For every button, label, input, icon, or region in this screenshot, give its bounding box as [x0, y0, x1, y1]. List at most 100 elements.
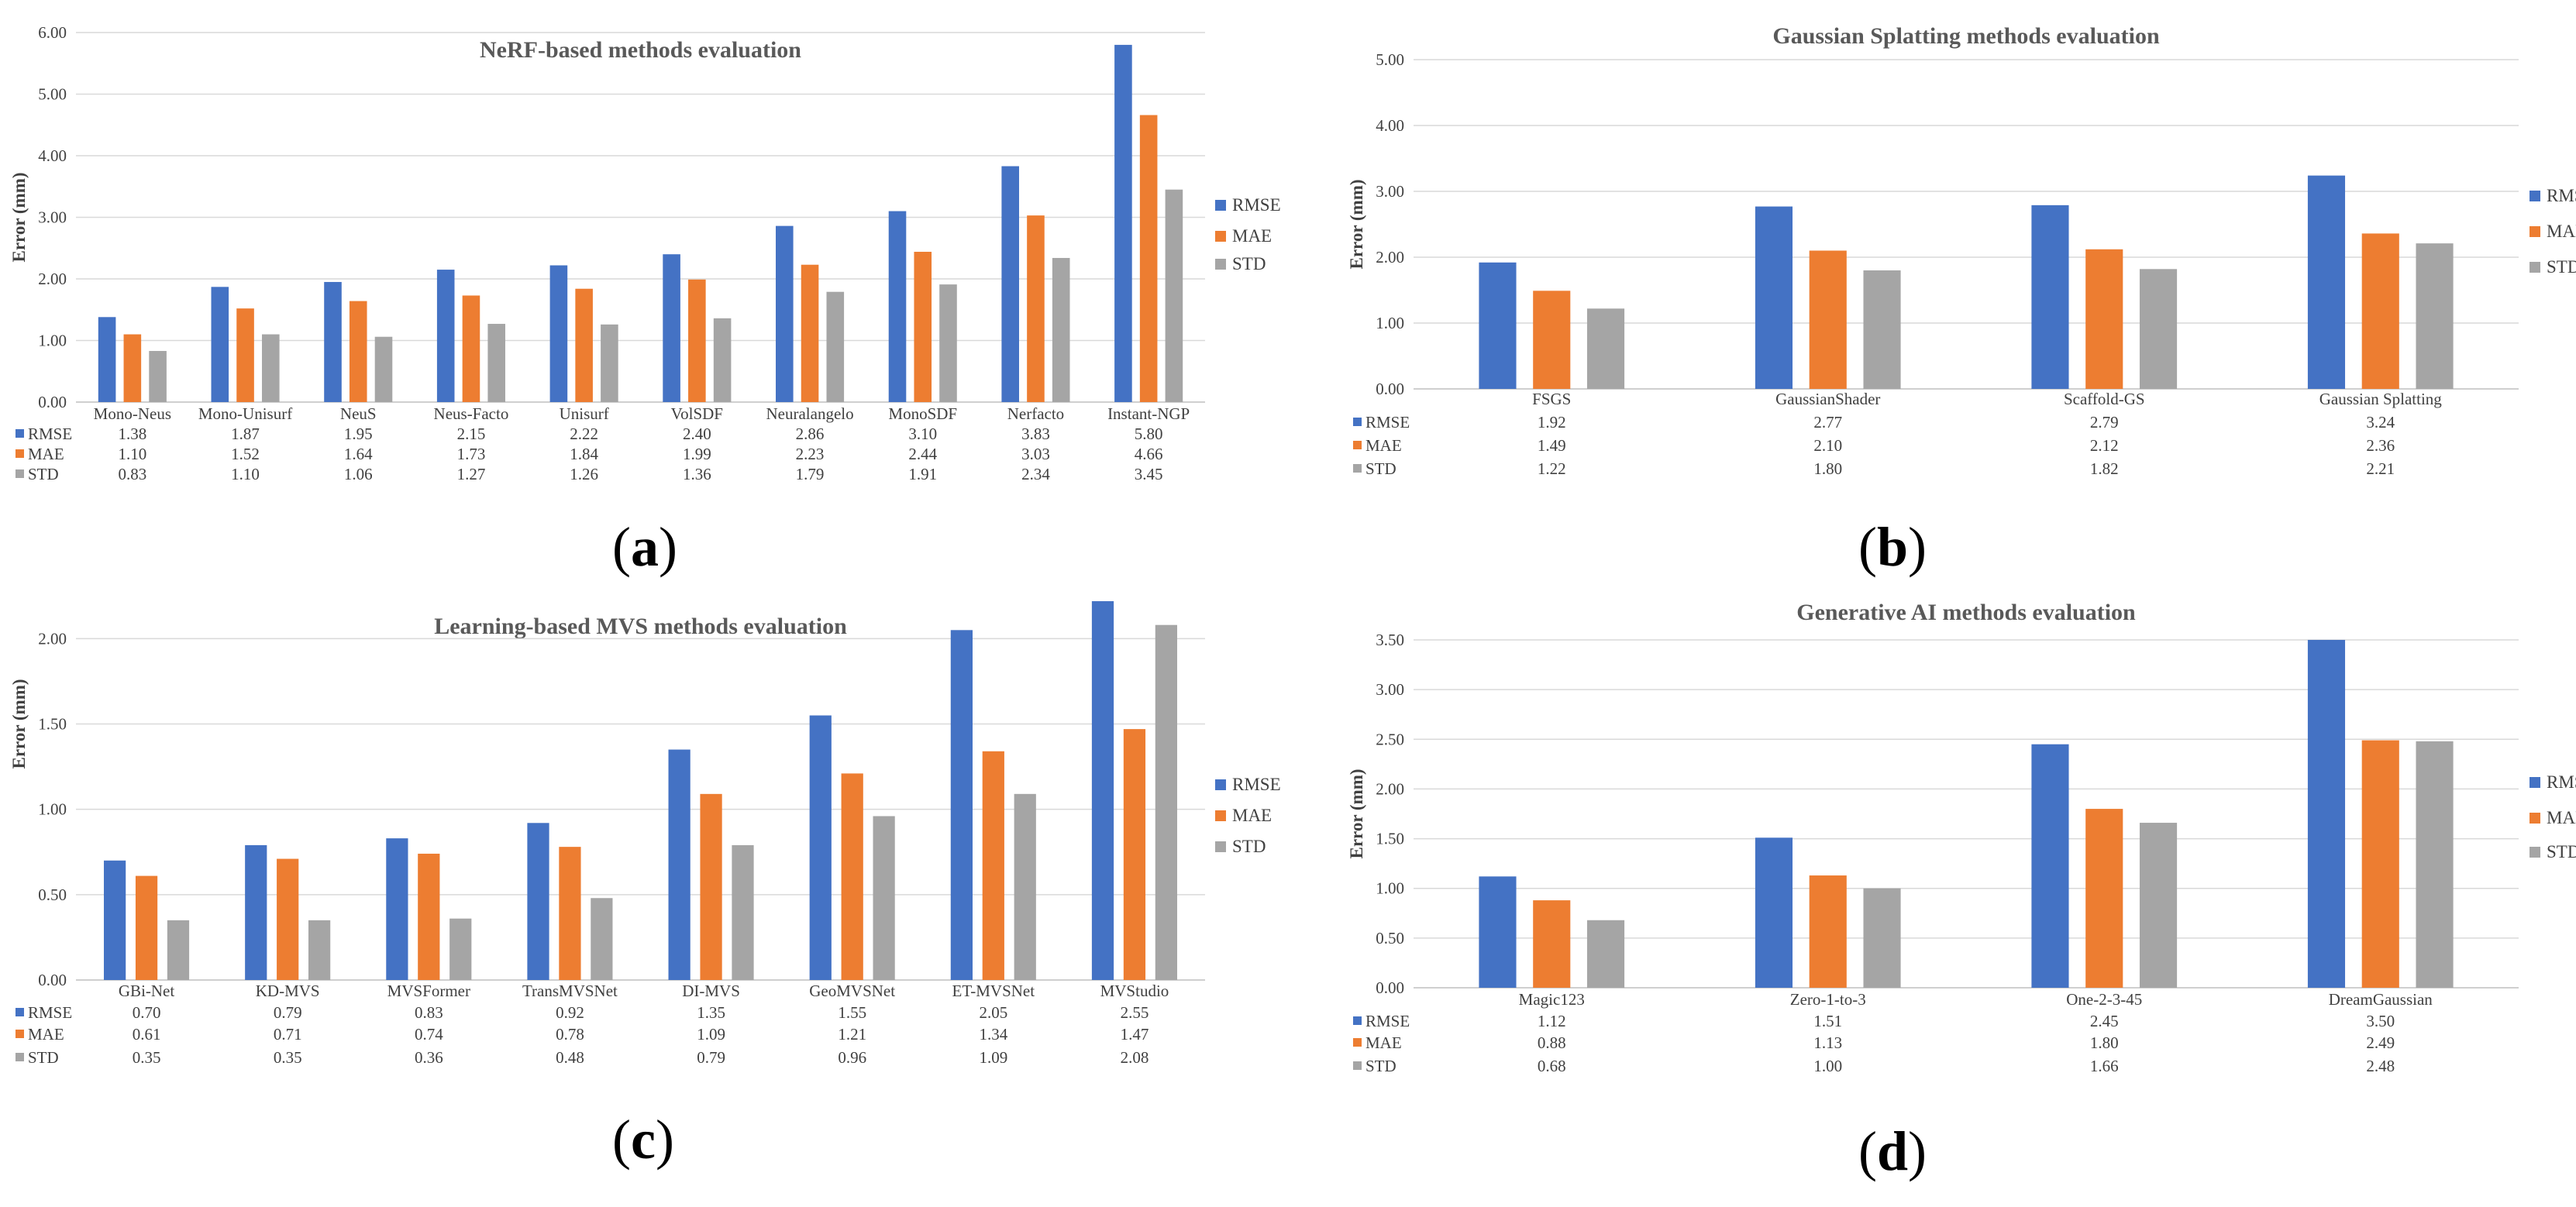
table-value-mae: 1.10: [118, 445, 146, 463]
legend-swatch-rmse: [1215, 779, 1226, 790]
legend-label: STD: [2547, 257, 2576, 277]
bar-mae: [1809, 250, 1847, 389]
bar-mae: [2085, 809, 2123, 988]
y-tick-label: 3.00: [1376, 182, 1404, 201]
table-key-mae: [15, 1030, 24, 1038]
bar-mae: [700, 793, 722, 980]
legend-swatch-std: [1215, 841, 1226, 852]
table-value-mae: 1.52: [231, 445, 260, 463]
table-key-mae: [15, 449, 24, 458]
bar-rmse: [2307, 640, 2346, 988]
table-row-header: MAE: [1365, 1033, 1402, 1052]
legend-swatch-mae: [1215, 231, 1226, 242]
bar-rmse: [663, 254, 680, 402]
category-label: ET-MVSNet: [952, 982, 1035, 1000]
panel-label-c: (c): [612, 1109, 674, 1171]
bar-mae: [1533, 291, 1571, 389]
table-value-mae: 1.99: [683, 445, 711, 463]
bar-rmse: [1114, 44, 1132, 403]
chart-panel-c: Learning-based MVS methods evaluation 0.0…: [0, 459, 1286, 1203]
bar-std: [2416, 741, 2454, 988]
table-row-header: MAE: [1365, 436, 1402, 455]
table-value-rmse: 2.45: [2090, 1012, 2119, 1030]
table-value-std: 1.80: [1813, 459, 1842, 478]
table-value-std: 1.36: [683, 465, 711, 483]
panel-label-d: (d): [1858, 1120, 1927, 1182]
bar-std: [1052, 257, 1070, 402]
table-row-header: STD: [1365, 1057, 1396, 1075]
table-value-std: 2.21: [2366, 459, 2395, 478]
bar-mae: [801, 264, 819, 402]
category-label: KD-MVS: [256, 982, 320, 1000]
y-tick-label: 1.50: [38, 715, 67, 734]
table-value-rmse: 2.40: [683, 425, 711, 443]
table-value-std: 0.48: [556, 1048, 584, 1067]
table-value-rmse: 2.77: [1813, 413, 1842, 432]
category-label: Neuralangelo: [766, 404, 853, 423]
table-row-header: STD: [28, 1048, 59, 1067]
category-label: TransMVSNet: [522, 982, 618, 1000]
bar-std: [262, 334, 280, 402]
bar-std: [2139, 269, 2178, 389]
bar-rmse: [888, 211, 907, 402]
y-tick-label: 2.00: [1376, 248, 1404, 267]
y-tick-label: 2.50: [1376, 730, 1404, 748]
legend-label: MAE: [1232, 806, 1272, 825]
bar-mae: [1809, 875, 1847, 988]
bar-std: [487, 324, 505, 402]
bar-rmse: [1479, 876, 1517, 988]
table-value-rmse: 1.55: [838, 1003, 866, 1022]
table-value-mae: 4.66: [1135, 445, 1163, 463]
bar-std: [1586, 920, 1625, 988]
table-value-mae: 1.09: [697, 1025, 725, 1044]
bar-std: [601, 324, 618, 402]
y-tick-label: 2.00: [38, 270, 67, 288]
bar-rmse: [809, 715, 832, 980]
table-value-rmse: 0.83: [415, 1003, 443, 1022]
table-row-header: RMSE: [28, 425, 72, 443]
bar-mae: [841, 773, 863, 980]
bar-rmse: [2031, 744, 2069, 988]
table-value-std: 1.79: [796, 465, 825, 483]
table-value-std: 1.26: [570, 465, 598, 483]
table-value-std: 3.45: [1135, 465, 1163, 483]
table-value-mae: 1.49: [1538, 436, 1566, 455]
bar-std: [939, 284, 957, 402]
bar-mae: [914, 252, 932, 402]
table-value-rmse: 5.80: [1135, 425, 1163, 443]
category-label: NeuS: [340, 404, 377, 423]
bar-mae: [236, 308, 254, 402]
y-tick-label: 3.00: [1376, 680, 1404, 699]
table-value-rmse: 0.92: [556, 1003, 584, 1022]
bar-std: [374, 336, 393, 402]
table-value-std: 1.91: [908, 465, 937, 483]
y-tick-label: 0.50: [1376, 929, 1404, 947]
bar-std: [1863, 270, 1901, 389]
bar-mae: [349, 301, 367, 402]
y-axis-label: Error (mm): [9, 679, 29, 769]
legend-label: MAE: [2547, 222, 2576, 241]
table-value-rmse: 3.10: [908, 425, 937, 443]
table-value-mae: 0.61: [133, 1025, 161, 1044]
table-key-rmse: [1353, 1016, 1362, 1025]
category-label: Mono-Neus: [94, 404, 171, 423]
legend-swatch-rmse: [1215, 200, 1226, 211]
bar-mae: [1123, 729, 1146, 980]
bar-std: [2416, 243, 2454, 389]
bar-rmse: [549, 265, 568, 402]
table-value-std: 0.96: [838, 1048, 866, 1067]
table-value-rmse: 3.50: [2366, 1012, 2395, 1030]
bar-mae: [559, 847, 581, 980]
category-label: Unisurf: [560, 404, 609, 423]
chart-panel-d: Generative AI methods evaluation 0.00 0.50…: [1288, 600, 2576, 1203]
y-tick-label: 6.00: [38, 23, 67, 42]
y-tick-label: 0.00: [1376, 978, 1404, 997]
table-key-rmse: [1353, 418, 1362, 426]
legend-label: STD: [1232, 837, 1266, 856]
table-value-rmse: 2.22: [570, 425, 598, 443]
bar-std: [1586, 308, 1625, 389]
table-row-header: MAE: [28, 1025, 64, 1044]
table-value-rmse: 1.38: [118, 425, 146, 443]
bar-rmse: [324, 281, 342, 402]
bar-rmse: [436, 270, 455, 402]
